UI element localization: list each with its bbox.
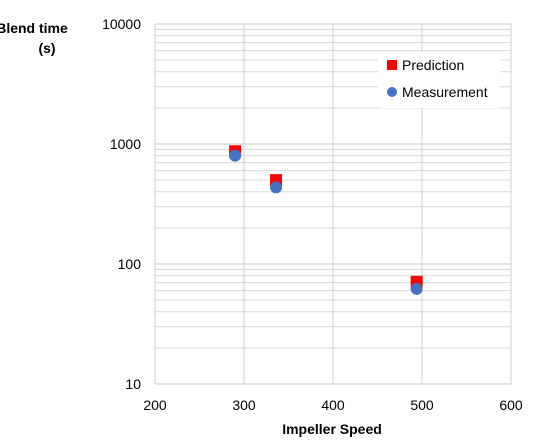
legend-label: Prediction [402, 57, 464, 73]
y-axis-title-line-2: (s) [38, 40, 55, 56]
y-tick-label: 100 [118, 256, 142, 272]
y-tick-label: 10000 [102, 16, 141, 32]
measurement-point [229, 149, 242, 162]
x-tick-label: 200 [143, 397, 167, 413]
data-points [229, 145, 423, 295]
measurement-point [270, 181, 283, 194]
legend-label: Measurement [402, 84, 488, 100]
x-tick-labels: 200 300 400 500 600 [143, 397, 523, 413]
x-tick-label: 500 [410, 397, 434, 413]
x-tick-label: 400 [321, 397, 345, 413]
x-tick-label: 300 [232, 397, 256, 413]
legend: Prediction Measurement [387, 57, 488, 100]
y-tick-label: 1000 [110, 136, 141, 152]
measurement-point [410, 282, 423, 295]
legend-background [378, 52, 500, 108]
legend-marker-prediction [387, 60, 397, 70]
y-axis-title-line-1: Blend time [0, 20, 68, 36]
legend-marker-measurement [387, 87, 397, 97]
x-tick-label: 600 [499, 397, 523, 413]
x-axis-title: Impeller Speed [282, 421, 382, 437]
y-tick-labels: 10 100 1000 10000 [102, 16, 141, 392]
y-tick-label: 10 [125, 376, 141, 392]
